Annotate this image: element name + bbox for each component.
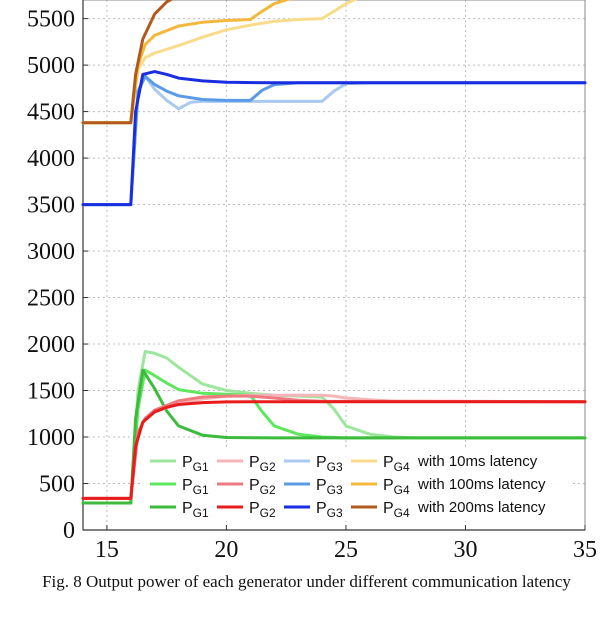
x-tick-label: 15: [95, 537, 119, 563]
x-tick-label: 20: [214, 537, 238, 563]
figure-caption: Fig. 8 Output power of each generator un…: [42, 572, 571, 591]
axes: [82, 0, 586, 531]
legend-label: PG1: [182, 454, 209, 474]
legend-latency-label: with 10ms latency: [417, 453, 538, 470]
series-line-g3-100ms: [81, 74, 587, 207]
x-tick-label: 30: [453, 537, 477, 563]
legend-label: PG1: [182, 500, 209, 520]
y-tick-label: 5000: [27, 53, 75, 79]
y-tick-label: 4500: [27, 100, 75, 126]
series-line-g1-10ms: [81, 350, 587, 505]
legend-latency-label: with 200ms latency: [417, 499, 546, 516]
y-tick-label: 4000: [27, 146, 75, 172]
y-tick-label: 5500: [27, 7, 75, 33]
y-tick-label: 500: [39, 472, 75, 498]
y-tick-label: 2500: [27, 286, 75, 312]
legend-label: PG1: [182, 477, 209, 497]
y-tick-label: 1000: [27, 425, 75, 451]
legend-label: PG3: [316, 477, 343, 497]
series-line-g2-200ms: [81, 400, 587, 500]
series-lines: [81, 0, 587, 505]
x-tick-label: 35: [573, 537, 597, 563]
legend-label: PG3: [316, 500, 343, 520]
series-line-g3-10ms: [81, 74, 587, 207]
x-tick-label: 25: [334, 537, 358, 563]
legend: PG1 PG2 PG3 PG4 with 10ms latency PG1 PG2 PG3 PG…: [140, 449, 570, 521]
series-line-g1-100ms: [81, 368, 587, 505]
tick-labels: 0 500 1000 1500 2000 2500 3000 3500 4000 4500 5000…: [27, 7, 597, 563]
y-tick-label: 3000: [27, 239, 75, 265]
legend-label: PG2: [249, 500, 276, 520]
legend-label: PG4: [383, 477, 410, 497]
y-tick-label: 3500: [27, 193, 75, 219]
y-tick-label: 1500: [27, 379, 75, 405]
y-tick-label: 2000: [27, 332, 75, 358]
legend-latency-label: with 100ms latency: [417, 476, 546, 493]
series-line-g3-200ms: [81, 70, 587, 207]
y-tick-label: 0: [63, 518, 75, 544]
series-line-g4-10ms: [81, 0, 358, 125]
series-line-g4-200ms: [81, 0, 174, 125]
legend-label: PG4: [383, 454, 410, 474]
series-line-g1-200ms: [81, 368, 587, 505]
legend-label: PG4: [383, 500, 410, 520]
legend-label: PG2: [249, 454, 276, 474]
legend-label: PG2: [249, 477, 276, 497]
legend-label: PG3: [316, 454, 343, 474]
